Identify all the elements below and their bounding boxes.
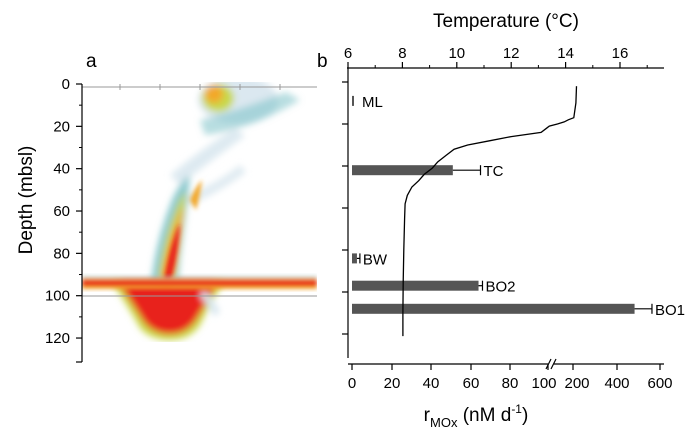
bar-bw xyxy=(352,253,357,264)
depth-tick-label: 80 xyxy=(53,245,70,262)
depth-tick-label: 20 xyxy=(53,118,70,135)
panel-b-depth-ticks xyxy=(342,81,348,335)
plume-surface-core xyxy=(205,85,223,103)
bar-bo2 xyxy=(352,280,479,291)
rate-axis-title: rMOx (nM d-1) xyxy=(424,402,529,430)
bar-label-bo2: BO2 xyxy=(485,279,515,296)
depth-tick-label: 100 xyxy=(45,288,70,305)
temperature-tick-label: 6 xyxy=(344,45,352,62)
panel-b-mox-rates: b 6 8 10 12 14 16 Temperature (°C) 0 20 40 60 80 1… xyxy=(317,11,685,430)
depth-tick-label: 60 xyxy=(53,203,70,220)
plume-wisp-upper xyxy=(170,128,245,185)
trough-core xyxy=(118,282,218,334)
svg-text:rMOx (nM d-1): rMOx (nM d-1) xyxy=(424,402,529,430)
temperature-tick-label: 8 xyxy=(398,45,406,62)
plume-column-core xyxy=(163,224,180,292)
temperature-tick-label: 16 xyxy=(612,45,629,62)
temperature-tick-label: 12 xyxy=(503,45,520,62)
panel-a-label: a xyxy=(86,51,97,72)
panel-a-echogram: a 0 20 40 60 80 100 120 Depth (mbsl) xyxy=(16,51,317,363)
band-halo xyxy=(82,276,317,278)
rate-tick-label: 600 xyxy=(647,375,672,392)
plume-surface-trail xyxy=(200,92,300,135)
bar-ml xyxy=(352,95,354,106)
temperature-axis-ticks: 6 8 10 12 14 16 xyxy=(344,45,648,68)
rate-tick-label: 20 xyxy=(384,375,401,392)
rate-title-sub: MOx xyxy=(430,415,458,430)
rate-axis: 0 20 40 60 80 100 200 400 600 xyxy=(348,358,673,392)
rate-tick-label: 60 xyxy=(463,375,480,392)
temperature-tick-label: 10 xyxy=(448,45,465,62)
rate-tick-label: 100 xyxy=(531,375,556,392)
plume-side-streak xyxy=(190,180,202,210)
panel-b-label: b xyxy=(317,51,328,72)
seafloor-trough xyxy=(112,282,224,340)
rate-tick-label: 80 xyxy=(502,375,519,392)
rate-tick-label: 0 xyxy=(348,375,356,392)
rate-title-sup: -1 xyxy=(511,402,522,416)
depth-tick-label: 120 xyxy=(45,330,70,347)
bar-label-ml: ML xyxy=(362,94,383,111)
bar-label-bw: BW xyxy=(363,251,388,268)
echogram-gridlines xyxy=(82,84,317,297)
depth-axis-title: Depth (mbsl) xyxy=(16,146,37,255)
depth-tick-label: 40 xyxy=(53,161,70,178)
bottom-echo-band xyxy=(82,276,317,289)
band-core xyxy=(82,280,317,286)
temperature-axis-title: Temperature (°C) xyxy=(433,11,579,32)
rate-tick-label: 40 xyxy=(423,375,440,392)
rate-tick-label: 400 xyxy=(604,375,629,392)
mox-rate-bars: ML TC BW BO2 BO1 xyxy=(352,94,685,319)
plume-core-layer xyxy=(163,180,202,292)
axis-break-mark-right xyxy=(550,358,557,370)
bar-tc xyxy=(352,165,453,176)
bar-label-tc: TC xyxy=(484,163,504,180)
depth-axis-ticks: 0 20 40 60 80 100 120 xyxy=(45,76,82,363)
temperature-tick-label: 14 xyxy=(557,45,574,62)
echogram-heatmap xyxy=(82,82,317,340)
rate-title-unit: (nM d xyxy=(457,405,511,426)
bar-bo1 xyxy=(352,303,635,314)
rate-tick-label: 200 xyxy=(564,375,589,392)
rate-title-close: ) xyxy=(522,405,528,426)
temperature-profile-line xyxy=(402,86,578,337)
depth-tick-label: 0 xyxy=(62,76,70,93)
bar-label-bo1: BO1 xyxy=(655,302,685,319)
rate-title-main: r xyxy=(424,405,431,426)
